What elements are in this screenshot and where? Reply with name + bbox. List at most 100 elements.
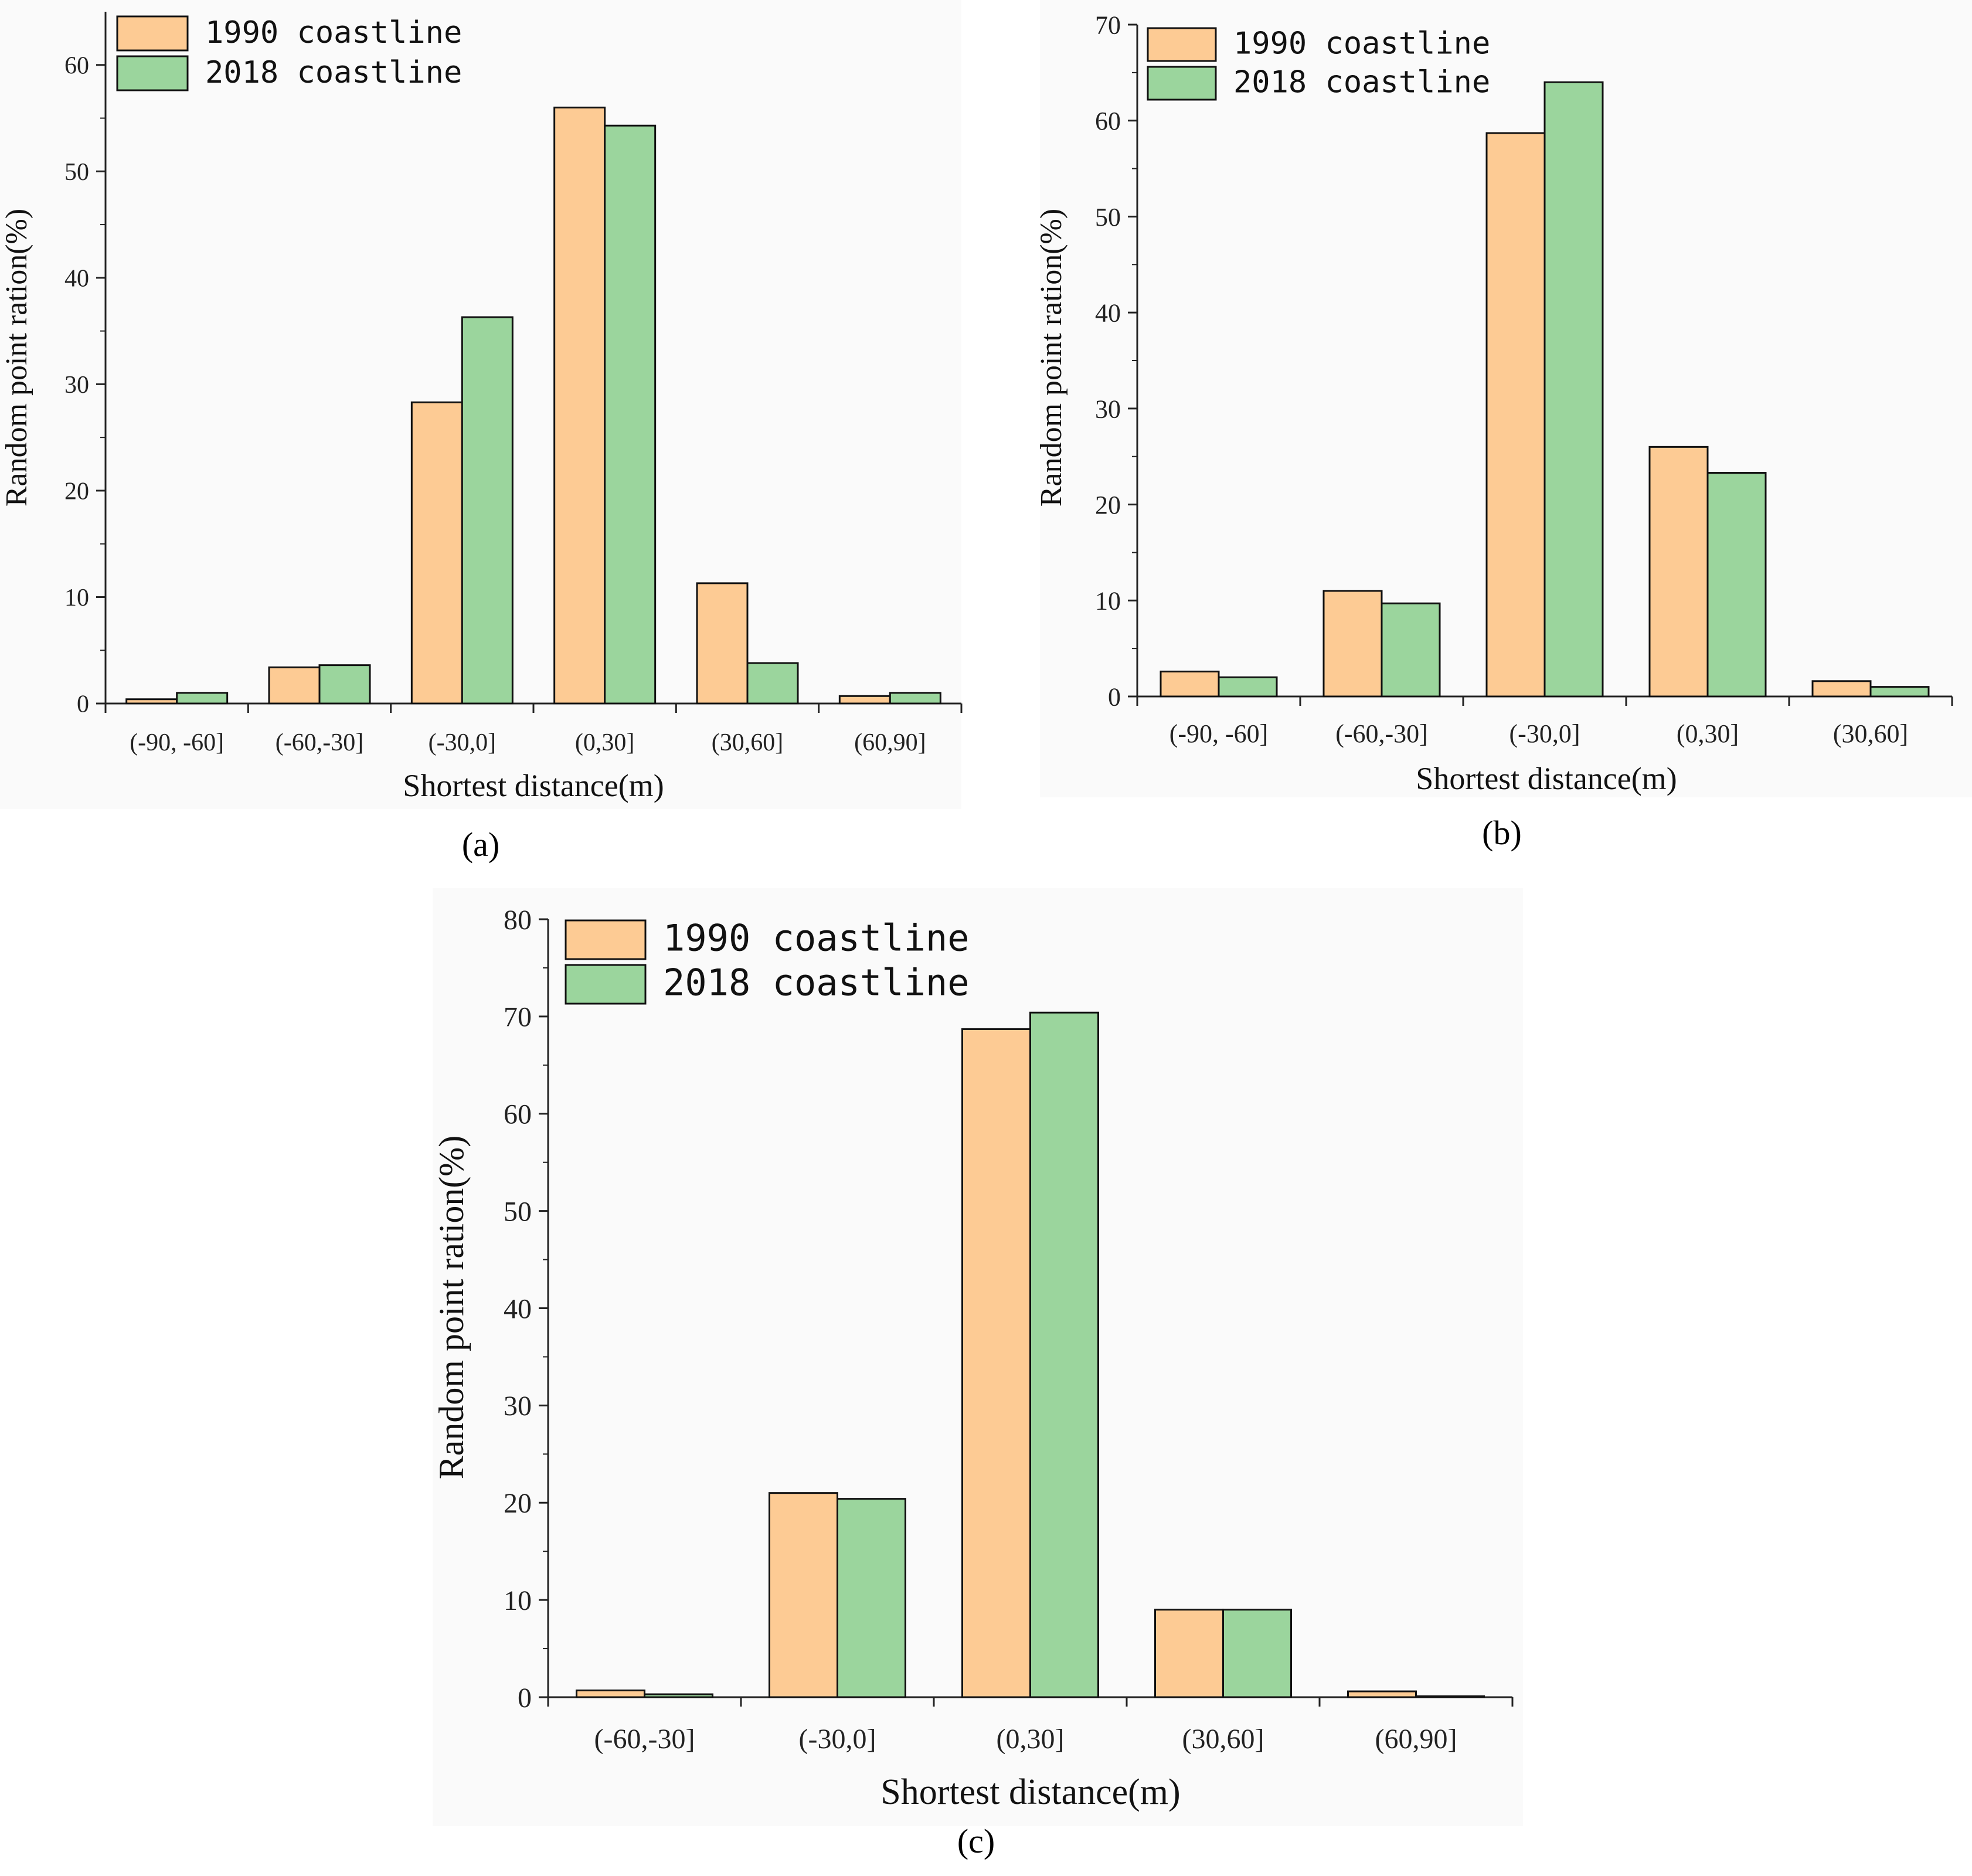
- bar-1990: [696, 582, 749, 705]
- x-category-label: (60,90]: [1375, 1724, 1457, 1755]
- legend-swatch-1990: [1147, 27, 1217, 62]
- bar-2018: [604, 124, 657, 705]
- y-tick-label: 40: [1095, 299, 1121, 328]
- y-axis-title: Random point ration(%): [1035, 209, 1068, 507]
- bar-2018: [1543, 81, 1604, 698]
- y-tick-label: 70: [504, 1002, 532, 1033]
- x-category-label: (0,30]: [997, 1724, 1065, 1755]
- bar-1990: [1811, 680, 1872, 698]
- y-tick-label: 20: [64, 478, 89, 505]
- y-tick-label: 50: [64, 159, 89, 186]
- x-category-label: (-90, -60]: [130, 729, 224, 756]
- x-axis-title: Shortest distance(m): [1416, 761, 1677, 796]
- bar-1990: [1322, 590, 1383, 698]
- x-category-label: (30,60]: [1182, 1724, 1264, 1755]
- bar-1990: [268, 666, 321, 705]
- bar-2018: [318, 664, 371, 705]
- bar-2018: [837, 1498, 906, 1698]
- y-tick-label: 30: [504, 1391, 532, 1422]
- legend-label-1990: 1990 coastline: [663, 916, 970, 959]
- y-tick-label: 10: [504, 1585, 532, 1616]
- x-category-label: (0,30]: [1677, 719, 1739, 748]
- bar-1990: [125, 698, 178, 705]
- bar-2018: [1415, 1695, 1485, 1698]
- x-category-label: (-60,-30]: [276, 729, 363, 756]
- bar-1990: [553, 106, 606, 705]
- legend-label-1990: 1990 coastline: [205, 15, 462, 50]
- legend-label-1990: 1990 coastline: [1233, 26, 1490, 62]
- y-tick-label: 0: [518, 1683, 532, 1714]
- x-category-label: (0,30]: [575, 729, 634, 756]
- bar-1990: [769, 1492, 838, 1698]
- y-tick-label: 50: [1095, 203, 1121, 232]
- y-tick-label: 30: [1095, 395, 1121, 423]
- bar-1990: [1347, 1690, 1417, 1698]
- x-category-label: (60,90]: [854, 729, 926, 756]
- chart-c: 0 10 20 30 40 50 60 70 80 (-60,-30] (-30,0] (0,30] (…: [432, 888, 1523, 1826]
- panel-label-a: (a): [462, 825, 499, 864]
- x-category-label: (30,60]: [712, 729, 783, 756]
- y-tick-label: 80: [504, 905, 532, 936]
- bar-1990: [838, 695, 891, 705]
- panel-label-b: (b): [1482, 814, 1522, 852]
- bar-2018: [644, 1693, 713, 1698]
- y-axis-title: Random point ration(%): [0, 209, 33, 507]
- bar-2018: [889, 692, 941, 705]
- x-axis-title: Shortest distance(m): [403, 768, 664, 803]
- y-tick-label: 0: [77, 691, 89, 718]
- bar-2018: [1222, 1609, 1292, 1698]
- y-axis-title: Random point ration(%): [432, 1136, 471, 1480]
- bar-2018: [1869, 686, 1930, 698]
- y-tick-label: 30: [64, 372, 89, 399]
- bar-2018: [1218, 676, 1278, 698]
- y-tick-label: 40: [64, 266, 89, 293]
- bar-1990: [1485, 132, 1546, 698]
- chart-a: 0 10 20 30 40 50 60 (-90, -60] (-60,-30] (-30,0] (…: [0, 0, 963, 809]
- legend: 1990 coastline 2018 coastline: [116, 15, 462, 91]
- legend-swatch-1990: [116, 15, 189, 52]
- legend-swatch-1990: [565, 919, 647, 960]
- y-tick-label: 60: [504, 1099, 532, 1130]
- legend-label-2018: 2018 coastline: [663, 961, 970, 1004]
- bar-2018: [746, 662, 799, 705]
- bar-1990: [410, 401, 463, 705]
- y-tick-label: 10: [1095, 587, 1121, 616]
- y-tick-label: 20: [504, 1488, 532, 1519]
- x-category-label: (-30,0]: [799, 1724, 876, 1755]
- y-tick-label: 70: [1095, 11, 1121, 39]
- legend-swatch-2018: [1147, 66, 1217, 101]
- bar-1990: [576, 1689, 645, 1698]
- x-category-label: (-30,0]: [1509, 719, 1580, 748]
- panel-label-c: (c): [957, 1822, 995, 1860]
- y-tick-label: 40: [504, 1293, 532, 1324]
- bar-2018: [1029, 1011, 1099, 1698]
- bar-1990: [1648, 446, 1709, 698]
- x-category-label: (-60,-30]: [594, 1724, 695, 1755]
- y-tick-label: 20: [1095, 491, 1121, 519]
- y-tick-label: 50: [504, 1196, 532, 1227]
- bar-2018: [1381, 602, 1441, 698]
- legend-swatch-2018: [116, 55, 189, 91]
- legend-label-2018: 2018 coastline: [205, 55, 462, 90]
- y-tick-label: 0: [1108, 682, 1121, 711]
- y-tick-label: 10: [64, 584, 89, 611]
- chart-b: 0 10 20 30 40 50 60 70 (-90, -60] (-60,-30] (-30,0…: [1035, 0, 1972, 797]
- x-axis-title: Shortest distance(m): [880, 1772, 1180, 1812]
- bar-2018: [461, 316, 514, 705]
- bar-2018: [176, 692, 229, 705]
- x-category-label: (-90, -60]: [1169, 719, 1269, 748]
- bar-1990: [1154, 1609, 1224, 1698]
- legend-swatch-2018: [565, 964, 647, 1005]
- x-category-label: (-30,0]: [429, 729, 496, 756]
- y-tick-label: 60: [1095, 107, 1121, 135]
- y-tick-label: 60: [64, 52, 89, 79]
- x-category-label: (-60,-30]: [1335, 719, 1428, 748]
- legend-label-2018: 2018 coastline: [1233, 65, 1490, 100]
- bar-2018: [1706, 472, 1767, 698]
- bar-1990: [1160, 670, 1220, 698]
- x-category-label: (30,60]: [1833, 719, 1908, 748]
- bar-1990: [961, 1028, 1031, 1698]
